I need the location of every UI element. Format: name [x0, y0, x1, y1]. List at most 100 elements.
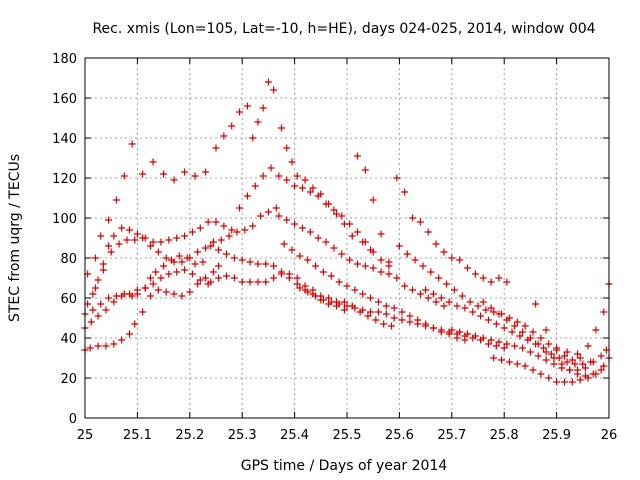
data-point: [288, 246, 296, 254]
data-point: [254, 260, 262, 268]
data-point: [194, 248, 202, 256]
data-point: [215, 262, 223, 270]
data-point: [340, 306, 348, 314]
data-point: [149, 238, 157, 246]
x-tick-label: 25.1: [123, 428, 152, 443]
data-point: [278, 124, 285, 132]
data-point: [574, 370, 582, 378]
data-point: [291, 182, 299, 190]
x-tick-label: 25.3: [228, 428, 257, 443]
data-point: [534, 340, 542, 348]
data-point: [450, 286, 458, 294]
data-point: [209, 238, 217, 246]
data-point: [254, 118, 262, 126]
data-point: [139, 308, 147, 316]
data-point: [359, 238, 367, 246]
data-point: [115, 240, 123, 248]
data-point: [343, 302, 351, 310]
data-point: [251, 182, 259, 190]
data-point: [217, 236, 225, 244]
data-point: [102, 306, 110, 314]
data-point: [416, 290, 424, 298]
data-point: [259, 104, 267, 112]
data-point: [112, 292, 120, 300]
x-tick-label: 25.9: [542, 428, 571, 443]
data-point: [202, 274, 210, 282]
data-point: [566, 366, 574, 374]
data-point: [571, 360, 579, 368]
data-point: [196, 224, 204, 232]
data-point: [427, 268, 435, 276]
data-point: [296, 284, 304, 292]
data-point: [264, 208, 272, 216]
data-point: [401, 282, 409, 290]
data-point: [246, 278, 254, 286]
data-point: [139, 170, 147, 178]
data-point: [374, 298, 382, 306]
data-point: [406, 318, 414, 326]
data-point: [503, 340, 511, 348]
data-point: [275, 172, 283, 180]
data-point: [487, 336, 495, 344]
data-point: [173, 268, 181, 276]
data-point: [385, 270, 393, 278]
data-point: [259, 172, 267, 180]
x-tick-label: 25.4: [280, 428, 309, 443]
data-point: [414, 320, 422, 328]
data-point: [398, 316, 406, 324]
data-point: [207, 278, 215, 286]
data-point: [238, 278, 246, 286]
data-point: [285, 270, 293, 278]
data-point: [191, 172, 199, 180]
data-point: [537, 370, 545, 378]
data-point: [154, 286, 162, 294]
data-point: [351, 304, 359, 312]
data-point: [443, 280, 451, 288]
data-point: [466, 298, 474, 306]
y-tick-label: 0: [69, 412, 77, 427]
data-point: [110, 298, 118, 306]
data-point: [382, 302, 390, 310]
data-point: [487, 304, 495, 312]
data-point: [429, 324, 437, 332]
data-point: [178, 292, 186, 300]
data-point: [97, 300, 105, 308]
data-point: [230, 274, 238, 282]
data-point: [296, 252, 304, 260]
data-point: [186, 254, 194, 262]
data-point: [131, 320, 139, 328]
data-point: [448, 254, 456, 262]
data-point: [330, 244, 338, 252]
data-point: [304, 256, 312, 264]
data-point: [154, 248, 162, 256]
data-point: [126, 330, 134, 338]
axis-ticks: 25 25.1 25.2 25.3 25.4 25.5 25.6 25.7 25.8 25.9 26…: [52, 52, 617, 443]
data-point: [149, 158, 157, 166]
data-point: [301, 282, 309, 290]
data-point: [222, 250, 230, 258]
data-point: [487, 278, 495, 286]
data-point: [477, 312, 485, 320]
data-point: [550, 354, 558, 362]
data-point: [199, 258, 207, 266]
data-point: [298, 224, 306, 232]
y-tick-label: 60: [60, 292, 77, 307]
data-point: [293, 172, 301, 180]
data-point: [519, 328, 527, 336]
data-point: [270, 274, 278, 282]
data-point: [157, 274, 165, 282]
plot-frame: [84, 57, 610, 419]
data-point: [513, 360, 521, 368]
data-point: [576, 354, 584, 362]
data-point: [490, 354, 498, 362]
data-point: [474, 302, 482, 310]
data-point: [568, 378, 576, 386]
data-point: [131, 236, 139, 244]
data-point: [492, 342, 500, 350]
data-point: [257, 212, 265, 220]
data-point: [330, 206, 338, 214]
data-point: [584, 374, 592, 382]
data-point: [188, 228, 196, 236]
data-point: [579, 360, 587, 368]
